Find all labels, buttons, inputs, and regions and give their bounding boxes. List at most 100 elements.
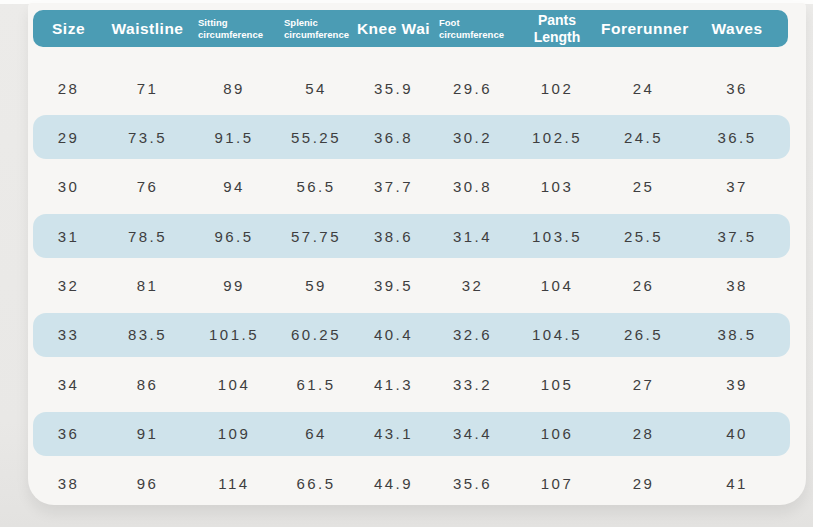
table-cell-size: 28: [33, 80, 104, 97]
table-cell-foot: 30.2: [432, 129, 513, 146]
table-cell-sitting: 101.5: [191, 326, 277, 343]
table-cell-splenic: 59: [277, 277, 355, 294]
table-cell-splenic: 64: [277, 425, 355, 442]
table-cell-waistline: 83.5: [104, 326, 191, 343]
table-cell-foot: 34.4: [432, 425, 513, 442]
table-cell-waves: 41: [686, 475, 788, 492]
column-header-sitting: Sittingcircumference: [191, 17, 277, 41]
table-cell-forerunner: 24.5: [601, 129, 686, 146]
table-cell-knee: 35.9: [355, 80, 432, 97]
table-cell-pants-length: 106: [513, 425, 601, 442]
table-header-bar: SizeWaistlineSittingcircumferenceSplenic…: [33, 10, 788, 47]
table-cell-knee: 44.9: [355, 475, 432, 492]
table-cell-sitting: 89: [191, 80, 277, 97]
table-cell-knee: 38.6: [355, 228, 432, 245]
column-header-forerunner: Forerunner: [601, 20, 686, 38]
table-cell-waves: 39: [686, 376, 788, 393]
table-cell-size: 34: [33, 376, 104, 393]
table-cell-foot: 35.6: [432, 475, 513, 492]
table-cell-forerunner: 27: [601, 376, 686, 393]
table-body: 2871895435.929.610224362973.591.555.2536…: [33, 66, 790, 505]
table-row-size-29: 2973.591.555.2536.830.2102.524.536.5: [33, 115, 790, 159]
table-cell-size: 33: [33, 326, 104, 343]
column-header-knee: Knee Wai: [355, 20, 432, 38]
table-cell-size: 32: [33, 277, 104, 294]
size-chart-card: SizeWaistlineSittingcircumferenceSplenic…: [28, 3, 806, 505]
table-cell-waistline: 86: [104, 376, 191, 393]
table-cell-waistline: 91: [104, 425, 191, 442]
table-cell-sitting: 91.5: [191, 129, 277, 146]
table-cell-size: 29: [33, 129, 104, 146]
table-cell-waves: 37: [686, 178, 788, 195]
table-cell-waves: 38: [686, 277, 788, 294]
table-cell-knee: 41.3: [355, 376, 432, 393]
table-cell-splenic: 66.5: [277, 475, 355, 492]
table-cell-forerunner: 24: [601, 80, 686, 97]
table-cell-knee: 39.5: [355, 277, 432, 294]
table-cell-foot: 30.8: [432, 178, 513, 195]
table-cell-size: 31: [33, 228, 104, 245]
table-cell-sitting: 96.5: [191, 228, 277, 245]
table-cell-foot: 31.4: [432, 228, 513, 245]
table-row-size-28: 2871895435.929.61022436: [33, 66, 790, 110]
table-cell-pants-length: 103.5: [513, 228, 601, 245]
column-header-waves: Waves: [686, 20, 788, 38]
table-cell-forerunner: 26: [601, 277, 686, 294]
table-cell-splenic: 54: [277, 80, 355, 97]
table-cell-pants-length: 104: [513, 277, 601, 294]
table-cell-waves: 37.5: [686, 228, 788, 245]
table-cell-forerunner: 25: [601, 178, 686, 195]
table-cell-waves: 38.5: [686, 326, 788, 343]
column-header-waistline: Waistline: [104, 20, 191, 38]
table-cell-pants-length: 105: [513, 376, 601, 393]
table-cell-waistline: 76: [104, 178, 191, 195]
table-cell-sitting: 94: [191, 178, 277, 195]
column-header-size: Size: [33, 20, 104, 38]
table-cell-splenic: 55.25: [277, 129, 355, 146]
table-cell-splenic: 60.25: [277, 326, 355, 343]
table-cell-foot: 32: [432, 277, 513, 294]
table-row-size-30: 30769456.537.730.81032537: [33, 165, 790, 209]
table-cell-waistline: 96: [104, 475, 191, 492]
table-row-size-38: 389611466.544.935.61072941: [33, 461, 790, 505]
table-row-size-32: 3281995939.5321042638: [33, 264, 790, 308]
column-header-splenic: Spleniccircumference: [277, 17, 355, 41]
table-cell-splenic: 61.5: [277, 376, 355, 393]
table-cell-size: 30: [33, 178, 104, 195]
table-cell-pants-length: 107: [513, 475, 601, 492]
table-cell-pants-length: 102.5: [513, 129, 601, 146]
column-header-pants-length: PantsLength: [513, 12, 601, 44]
table-row-size-34: 348610461.541.333.21052739: [33, 362, 790, 406]
table-cell-foot: 32.6: [432, 326, 513, 343]
table-cell-splenic: 56.5: [277, 178, 355, 195]
table-cell-size: 38: [33, 475, 104, 492]
table-cell-splenic: 57.75: [277, 228, 355, 245]
column-header-foot: Footcircumference: [432, 17, 513, 41]
table-cell-forerunner: 25.5: [601, 228, 686, 245]
table-cell-waves: 36: [686, 80, 788, 97]
table-row-size-31: 3178.596.557.7538.631.4103.525.537.5: [33, 214, 790, 258]
table-cell-forerunner: 29: [601, 475, 686, 492]
table-row-size-36: 36911096443.134.41062840: [33, 412, 790, 456]
table-cell-forerunner: 26.5: [601, 326, 686, 343]
table-cell-knee: 40.4: [355, 326, 432, 343]
table-cell-sitting: 99: [191, 277, 277, 294]
table-cell-knee: 37.7: [355, 178, 432, 195]
table-cell-foot: 33.2: [432, 376, 513, 393]
table-cell-waistline: 71: [104, 80, 191, 97]
table-cell-pants-length: 102: [513, 80, 601, 97]
table-cell-waistline: 73.5: [104, 129, 191, 146]
table-cell-knee: 43.1: [355, 425, 432, 442]
table-cell-waves: 36.5: [686, 129, 788, 146]
table-cell-waistline: 78.5: [104, 228, 191, 245]
table-cell-sitting: 109: [191, 425, 277, 442]
table-cell-sitting: 114: [191, 475, 277, 492]
table-row-size-33: 3383.5101.560.2540.432.6104.526.538.5: [33, 313, 790, 357]
table-cell-waves: 40: [686, 425, 788, 442]
table-cell-sitting: 104: [191, 376, 277, 393]
table-cell-knee: 36.8: [355, 129, 432, 146]
table-cell-pants-length: 103: [513, 178, 601, 195]
table-cell-pants-length: 104.5: [513, 326, 601, 343]
table-cell-forerunner: 28: [601, 425, 686, 442]
table-cell-foot: 29.6: [432, 80, 513, 97]
